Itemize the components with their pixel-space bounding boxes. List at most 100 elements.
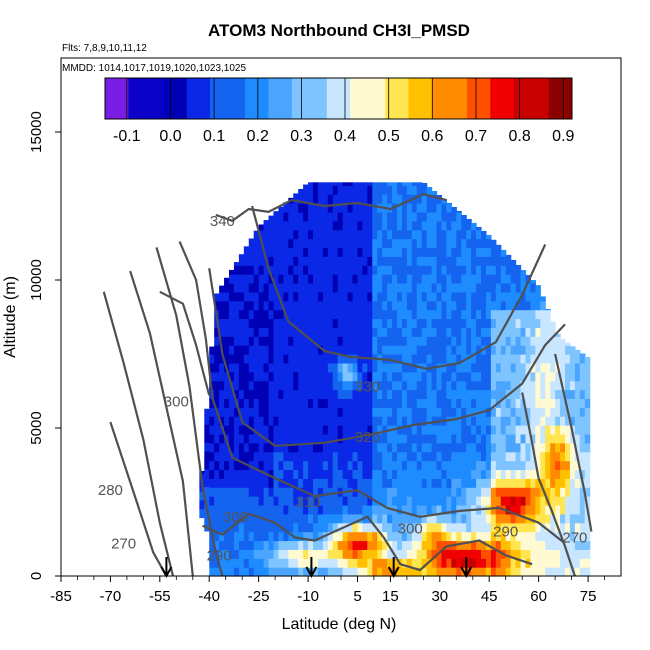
heat-cell (505, 309, 512, 320)
heat-cell (238, 540, 245, 550)
heat-cell (204, 442, 210, 452)
heat-cell (510, 425, 517, 435)
heat-cell (243, 567, 250, 577)
heat-cell (545, 371, 551, 382)
heat-cell (258, 389, 265, 399)
heat-cell (337, 282, 344, 293)
heat-cell (525, 309, 532, 320)
heat-cell (303, 336, 309, 346)
heat-cell (431, 247, 438, 257)
heat-cell (406, 531, 413, 542)
heat-cell (322, 469, 329, 479)
heat-cell (372, 309, 378, 320)
heat-cell (253, 238, 260, 249)
heat-cell (579, 531, 586, 542)
heat-cell (476, 336, 482, 346)
heat-cell (238, 327, 245, 337)
heat-cell (362, 229, 368, 240)
heat-cell (456, 291, 462, 302)
heat-cell (446, 451, 452, 462)
heat-cell (298, 496, 304, 506)
heat-cell (352, 229, 359, 240)
heat-cell (268, 407, 275, 417)
heat-cell (525, 540, 532, 550)
heat-cell (214, 362, 220, 373)
heat-cell (224, 460, 230, 471)
heat-cell (258, 451, 265, 462)
heat-cell (303, 407, 309, 417)
heat-cell (471, 265, 477, 275)
heat-cell (317, 300, 324, 311)
heat-cell (471, 229, 477, 240)
heat-cell (456, 229, 462, 240)
heat-cell (377, 220, 383, 231)
heat-cell (471, 522, 477, 533)
heat-cell (545, 380, 551, 391)
heat-cell (579, 442, 586, 453)
heat-cell (406, 211, 413, 222)
heat-cell (446, 202, 452, 204)
heat-cell (540, 416, 546, 426)
heat-cell (337, 567, 344, 577)
heat-cell (313, 478, 319, 488)
heat-cell (481, 274, 487, 284)
heat-cell (382, 407, 388, 417)
heat-cell (500, 282, 507, 293)
heat-cell (446, 247, 452, 257)
heat-cell (574, 389, 581, 399)
heat-cell (327, 265, 334, 275)
heat-cell (258, 274, 265, 284)
heat-cell (401, 567, 408, 577)
heat-cell (461, 274, 467, 284)
heat-cell (357, 380, 364, 391)
heat-cell (490, 327, 497, 337)
heat-cell (204, 486, 210, 496)
heat-cell (357, 433, 364, 444)
heat-cell (466, 218, 472, 222)
heat-cell (505, 274, 512, 284)
heat-cell (313, 469, 319, 479)
heat-cell (357, 513, 364, 524)
heat-cell (560, 442, 566, 453)
heat-cell (436, 442, 443, 453)
heat-cell (248, 300, 255, 311)
heat-cell (584, 362, 591, 373)
heat-cell (461, 487, 467, 497)
heat-cell (298, 478, 304, 488)
heat-cell (372, 487, 378, 497)
heat-cell (545, 451, 551, 462)
heat-cell (278, 478, 284, 488)
heat-cell (436, 460, 443, 471)
heat-cell (540, 407, 546, 417)
heat-cell (421, 182, 428, 186)
heat-cell (238, 522, 245, 533)
heat-cell (471, 567, 477, 577)
heat-cell (555, 540, 561, 550)
heat-cell (495, 451, 502, 462)
heat-cell (441, 371, 448, 382)
heat-cell (283, 513, 289, 524)
heat-cell (441, 256, 448, 266)
heat-cell (367, 522, 373, 533)
heat-cell (436, 451, 443, 462)
heat-cell (387, 540, 393, 550)
heat-cell (579, 522, 586, 533)
heat-cell (273, 398, 280, 408)
heat-cell (233, 460, 240, 471)
heat-cell (219, 389, 225, 399)
heat-cell (303, 549, 309, 559)
heat-cell (466, 380, 472, 391)
heat-cell (485, 282, 492, 293)
heat-cell (293, 194, 299, 204)
heat-cell (520, 300, 527, 311)
heat-cell (530, 478, 536, 488)
heat-cell (347, 185, 354, 195)
heat-cell (278, 291, 284, 302)
heat-cell (273, 211, 280, 222)
heat-cell (466, 469, 472, 479)
heat-cell (574, 513, 581, 524)
heat-cell (406, 182, 413, 186)
heat-cell (377, 265, 383, 275)
heat-cell (401, 504, 408, 515)
heat-cell (416, 460, 423, 471)
